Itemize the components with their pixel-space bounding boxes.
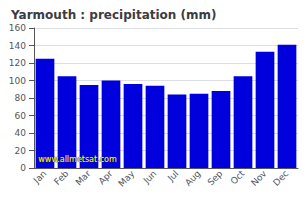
svg-text:Dec: Dec	[271, 168, 290, 187]
svg-text:20: 20	[15, 146, 27, 156]
svg-text:80: 80	[15, 93, 27, 103]
svg-text:140: 140	[9, 41, 26, 51]
svg-text:160: 160	[9, 23, 26, 33]
svg-text:Apr: Apr	[96, 168, 114, 186]
svg-text:Jul: Jul	[165, 168, 180, 183]
svg-text:May: May	[116, 168, 137, 189]
svg-text:Aug: Aug	[183, 168, 202, 187]
svg-text:60: 60	[15, 111, 27, 121]
svg-text:Oct: Oct	[228, 168, 246, 186]
svg-text:120: 120	[9, 58, 26, 68]
svg-text:Mar: Mar	[73, 168, 92, 187]
svg-text:100: 100	[9, 76, 26, 86]
svg-text:Feb: Feb	[52, 168, 71, 187]
svg-text:Nov: Nov	[249, 168, 269, 188]
svg-text:Sep: Sep	[205, 168, 224, 187]
svg-text:www.allmetsat.com: www.allmetsat.com	[38, 155, 117, 164]
svg-text:Jan: Jan	[31, 168, 49, 186]
svg-text:Jun: Jun	[141, 168, 159, 186]
svg-text:40: 40	[15, 128, 27, 138]
svg-text:Yarmouth : precipitation (mm): Yarmouth : precipitation (mm)	[10, 8, 217, 22]
svg-text:0: 0	[20, 163, 26, 173]
